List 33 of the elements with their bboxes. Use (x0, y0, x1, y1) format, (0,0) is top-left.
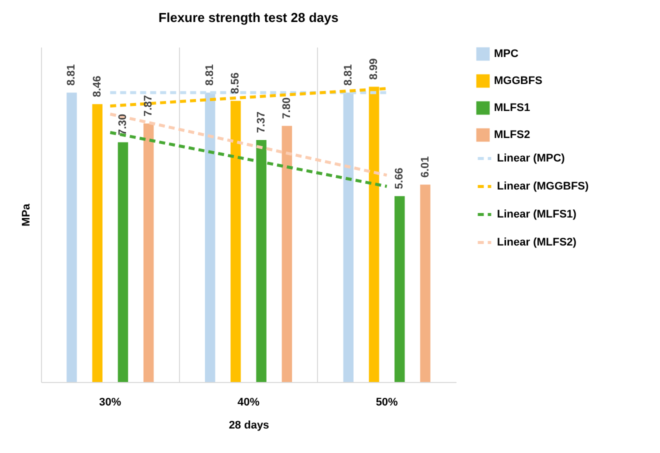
legend-label: MGGBFS (494, 75, 542, 87)
legend-label: Linear (MLFS1) (497, 208, 577, 220)
data-label: 8.81 (66, 64, 78, 86)
data-label: 8.99 (368, 58, 380, 80)
bar (143, 124, 154, 382)
x-tick-label: 30% (99, 396, 122, 408)
legend-label: Linear (MLFS2) (497, 236, 577, 248)
legend-label: Linear (MGGBFS) (497, 180, 590, 192)
data-label: 8.81 (342, 64, 354, 86)
data-label: 7.37 (255, 112, 268, 133)
bar (92, 104, 102, 382)
y-axis-title: MPa (20, 202, 32, 226)
bar (118, 142, 128, 382)
x-axis-title: 28 days (228, 420, 270, 432)
bar (282, 126, 292, 382)
bar (66, 92, 77, 382)
data-label: 5.66 (394, 168, 406, 190)
data-label: 8.81 (204, 64, 216, 86)
chart-title: Flexure strength test 28 days (158, 10, 338, 25)
x-tick-label: 40% (237, 396, 260, 408)
x-tick-label: 50% (376, 396, 398, 408)
data-label: 6.01 (419, 156, 432, 178)
data-label: 8.56 (230, 72, 242, 94)
data-label: 7.30 (116, 114, 129, 136)
data-label: 7.87 (142, 95, 155, 117)
legend-label: MLFS1 (494, 102, 530, 114)
bar (394, 196, 405, 382)
legend-label: MLFS2 (494, 129, 530, 141)
legend-label: MPC (494, 48, 518, 60)
bar (420, 184, 430, 382)
data-label: 8.46 (91, 76, 104, 98)
legend-label: Linear (MPC) (497, 152, 566, 164)
data-label: 7.80 (280, 97, 293, 119)
